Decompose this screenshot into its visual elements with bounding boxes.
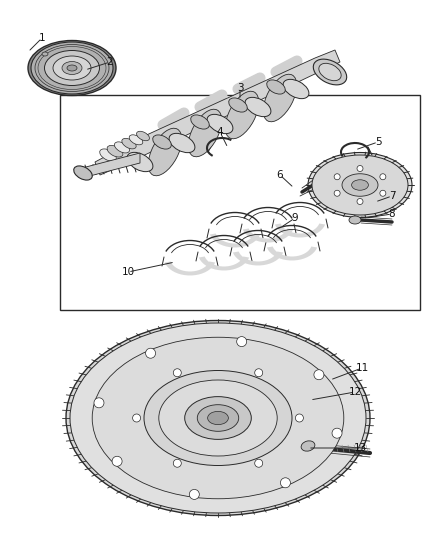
Circle shape xyxy=(255,369,263,377)
Ellipse shape xyxy=(53,56,91,80)
Circle shape xyxy=(332,428,342,438)
Ellipse shape xyxy=(342,174,378,196)
Ellipse shape xyxy=(74,166,92,180)
Text: 2: 2 xyxy=(107,57,113,67)
Ellipse shape xyxy=(301,441,315,451)
Ellipse shape xyxy=(114,142,130,153)
Ellipse shape xyxy=(144,370,292,465)
Ellipse shape xyxy=(316,63,340,81)
Circle shape xyxy=(112,456,122,466)
Ellipse shape xyxy=(245,98,271,117)
Circle shape xyxy=(380,174,386,180)
Polygon shape xyxy=(95,50,340,175)
Circle shape xyxy=(380,190,386,196)
Circle shape xyxy=(173,459,181,467)
Ellipse shape xyxy=(208,411,228,425)
Text: 6: 6 xyxy=(277,170,283,180)
Text: 13: 13 xyxy=(353,443,367,453)
Ellipse shape xyxy=(107,146,123,157)
Ellipse shape xyxy=(129,135,143,145)
Ellipse shape xyxy=(67,65,77,71)
Ellipse shape xyxy=(225,91,259,139)
Ellipse shape xyxy=(122,139,136,149)
Text: 10: 10 xyxy=(121,267,134,277)
Circle shape xyxy=(133,414,141,422)
Ellipse shape xyxy=(319,63,341,80)
Polygon shape xyxy=(210,233,260,247)
Ellipse shape xyxy=(159,380,277,456)
Ellipse shape xyxy=(169,133,195,152)
Ellipse shape xyxy=(28,41,116,95)
Ellipse shape xyxy=(197,405,239,431)
Ellipse shape xyxy=(263,74,297,122)
Polygon shape xyxy=(165,262,215,276)
Ellipse shape xyxy=(100,149,116,161)
Bar xyxy=(60,95,420,310)
Circle shape xyxy=(94,398,104,408)
Circle shape xyxy=(334,174,340,180)
Polygon shape xyxy=(199,256,249,270)
Ellipse shape xyxy=(267,80,285,94)
Polygon shape xyxy=(243,229,293,243)
Polygon shape xyxy=(82,153,140,178)
Ellipse shape xyxy=(207,115,233,134)
Ellipse shape xyxy=(127,152,153,172)
Ellipse shape xyxy=(66,320,370,515)
Ellipse shape xyxy=(312,155,408,215)
Ellipse shape xyxy=(137,131,149,141)
Text: 1: 1 xyxy=(39,33,45,43)
Polygon shape xyxy=(275,223,325,238)
Text: 8: 8 xyxy=(389,209,396,219)
Text: 12: 12 xyxy=(348,387,362,397)
Circle shape xyxy=(334,190,340,196)
Ellipse shape xyxy=(283,79,309,99)
Circle shape xyxy=(295,414,304,422)
Ellipse shape xyxy=(92,337,344,499)
Circle shape xyxy=(173,369,181,377)
Ellipse shape xyxy=(45,51,99,85)
Circle shape xyxy=(189,489,199,499)
Ellipse shape xyxy=(62,61,82,75)
Ellipse shape xyxy=(313,59,347,85)
Text: 4: 4 xyxy=(217,127,223,137)
Circle shape xyxy=(255,459,263,467)
Text: 11: 11 xyxy=(355,363,369,373)
Polygon shape xyxy=(267,246,317,261)
Text: 3: 3 xyxy=(237,83,244,93)
Text: 5: 5 xyxy=(374,137,381,147)
Ellipse shape xyxy=(148,128,182,176)
Circle shape xyxy=(357,198,363,205)
Ellipse shape xyxy=(42,52,48,56)
Ellipse shape xyxy=(153,135,171,149)
Ellipse shape xyxy=(70,323,366,513)
Circle shape xyxy=(145,348,155,358)
Ellipse shape xyxy=(31,42,113,94)
Circle shape xyxy=(237,337,247,346)
Circle shape xyxy=(314,370,324,379)
Polygon shape xyxy=(233,252,283,265)
Ellipse shape xyxy=(188,109,222,157)
Ellipse shape xyxy=(185,397,251,439)
Text: 7: 7 xyxy=(389,191,396,201)
Ellipse shape xyxy=(352,180,368,190)
Ellipse shape xyxy=(229,98,247,112)
Ellipse shape xyxy=(349,216,361,224)
Ellipse shape xyxy=(308,152,412,217)
Circle shape xyxy=(357,166,363,172)
Ellipse shape xyxy=(191,115,209,129)
Text: 9: 9 xyxy=(292,213,298,223)
Circle shape xyxy=(280,478,290,488)
